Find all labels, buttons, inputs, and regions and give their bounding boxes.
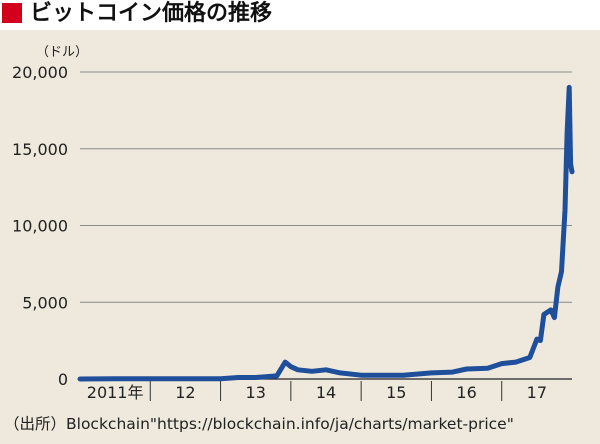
source-note: （出所）Blockchain"https://blockchain.info/j… [4,415,514,433]
title-bar: ビットコイン価格の推移 [0,0,600,30]
x-tick-label: 2011年 [87,383,144,402]
y-axis-ticks: 0 5,000 10,000 15,000 20,000 [12,63,68,389]
chart-grid [80,71,572,380]
title-marker [2,3,22,23]
y-tick-label: 20,000 [12,63,68,82]
x-tick-label: 13 [246,383,266,402]
x-tick-label: 17 [527,383,547,402]
y-tick-label: 5,000 [22,293,68,312]
y-axis-unit: （ドル） [36,45,88,60]
y-tick-label: 0 [58,370,68,389]
x-axis: 2011年 12 13 14 15 16 17 [87,381,547,402]
x-tick-label: 15 [386,383,406,402]
y-tick-label: 10,000 [12,217,68,236]
x-tick-label: 14 [316,383,336,402]
line-chart: （ドル） 0 5,000 10,000 15,000 20,000 2011年 12 13 1… [12,45,575,402]
bitcoin-price-line [77,84,575,382]
x-tick-label: 12 [175,383,195,402]
y-tick-label: 15,000 [12,140,68,159]
page-title: ビットコイン価格の推移 [30,1,273,26]
x-tick-label: 16 [456,383,476,402]
